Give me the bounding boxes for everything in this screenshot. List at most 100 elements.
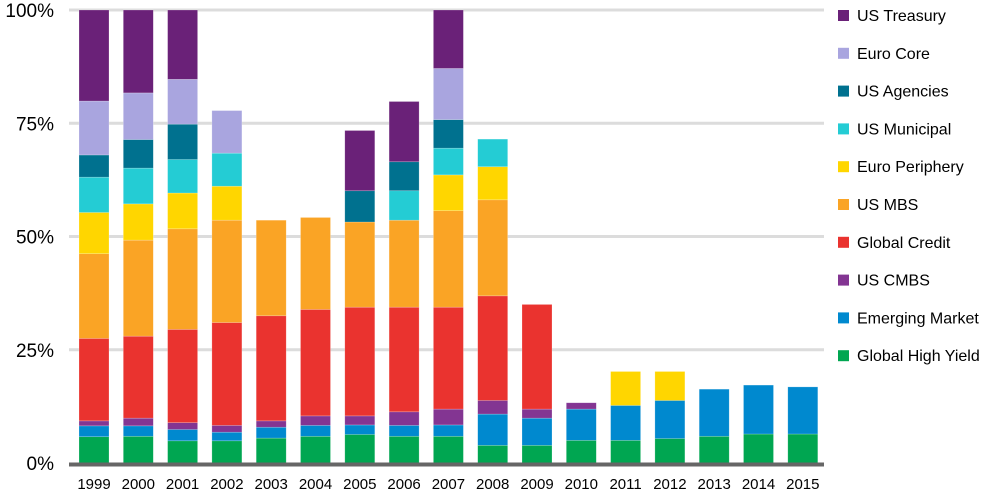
- bar-segment-emerging-market: [167, 429, 198, 442]
- legend-swatch: [838, 123, 849, 135]
- bar-segment-euro-periphery: [211, 185, 243, 221]
- x-tick-label: 2001: [166, 476, 199, 493]
- bar-segment-emerging-market: [698, 388, 730, 437]
- legend-label: Global Credit: [857, 235, 951, 252]
- bar-segment-emerging-market: [477, 413, 509, 446]
- legend-item: Global High Yield: [838, 348, 980, 365]
- bar-segment-global-high-yield: [300, 435, 331, 464]
- bar-segment-us-municipal: [78, 176, 110, 213]
- bar-segment-global-high-yield: [610, 440, 641, 464]
- bar-segment-emerging-market: [300, 425, 331, 437]
- bar-segment-us-mbs: [123, 239, 154, 337]
- y-tick-label: 50%: [16, 228, 54, 249]
- bar-segment-global-high-yield: [787, 433, 819, 464]
- y-tick-label: 100%: [5, 1, 54, 22]
- x-tick-label: 2000: [122, 476, 155, 493]
- bar-segment-emerging-market: [743, 384, 774, 435]
- bar-segment-euro-periphery: [78, 212, 110, 255]
- bar-segment-us-treasury: [123, 9, 154, 94]
- bar-segment-euro-periphery: [123, 203, 154, 241]
- bar-segment-us-municipal: [167, 159, 198, 194]
- bar-segment-us-municipal: [433, 147, 464, 176]
- bar-segment-us-municipal: [477, 138, 509, 168]
- bar-segment-emerging-market: [433, 424, 464, 437]
- x-tick-label: 2005: [343, 476, 376, 493]
- bar-segment-global-credit: [388, 306, 420, 413]
- bar-segment-us-treasury: [433, 9, 464, 69]
- bar-segment-us-agencies: [388, 161, 420, 192]
- bar-segment-global-high-yield: [433, 435, 464, 464]
- legend-swatch: [838, 350, 849, 362]
- legend-item: US Municipal: [838, 121, 951, 138]
- bar-segment-global-credit: [123, 335, 154, 419]
- bar-segment-us-cmbs: [388, 411, 420, 426]
- legend-label: Global High Yield: [857, 348, 980, 365]
- bar-segment-global-high-yield: [388, 435, 420, 464]
- bar-segment-us-mbs: [477, 199, 509, 297]
- legend-label: Euro Periphery: [857, 159, 964, 176]
- x-tick-label: 2004: [299, 476, 332, 493]
- bar-segment-us-municipal: [123, 167, 154, 205]
- bars: [78, 9, 819, 464]
- x-tick-label: 2015: [786, 476, 819, 493]
- x-tick-label: 2014: [742, 476, 775, 493]
- bar-segment-us-cmbs: [300, 415, 331, 426]
- y-tick-label: 75%: [16, 114, 54, 135]
- bar-segment-us-agencies: [167, 123, 198, 160]
- legend-item: Global Credit: [838, 235, 951, 252]
- x-tick-label: 2007: [432, 476, 465, 493]
- bar-segment-euro-core: [123, 92, 154, 140]
- bar-segment-euro-core: [167, 79, 198, 125]
- bar-segment-us-cmbs: [477, 400, 509, 415]
- legend-label: US Agencies: [857, 84, 949, 101]
- bar-segment-us-mbs: [388, 219, 420, 308]
- bar-segment-emerging-market: [787, 386, 819, 435]
- bar-segment-emerging-market: [255, 426, 287, 439]
- bar-segment-global-high-yield: [654, 438, 686, 464]
- legend-label: Euro Core: [857, 46, 930, 63]
- bar-segment-global-high-yield: [698, 435, 730, 464]
- bar-segment-global-credit: [78, 338, 110, 422]
- bar-segment-global-credit: [433, 306, 464, 410]
- bar-segment-euro-core: [78, 100, 110, 156]
- legend-swatch: [838, 10, 849, 21]
- bar-segment-global-credit: [477, 295, 509, 401]
- bar-segment-us-cmbs: [433, 408, 464, 426]
- bar-segment-global-high-yield: [255, 437, 287, 464]
- legend-item: US CMBS: [838, 273, 930, 290]
- legend-item: US Agencies: [838, 84, 949, 101]
- x-tick-label: 2013: [698, 476, 731, 493]
- bar-segment-emerging-market: [521, 417, 553, 446]
- bar-segment-us-agencies: [123, 139, 154, 169]
- x-tick-label: 1999: [77, 476, 110, 493]
- x-tick-label: 2008: [476, 476, 509, 493]
- bar-segment-global-credit: [255, 315, 287, 422]
- bar-segment-global-high-yield: [743, 433, 774, 464]
- bar-segment-us-cmbs: [565, 402, 597, 410]
- bar-segment-us-cmbs: [211, 425, 243, 433]
- legend-item: Euro Periphery: [838, 159, 964, 176]
- bar-segment-global-high-yield: [477, 445, 509, 464]
- y-tick-label: 25%: [16, 341, 54, 362]
- bar-segment-us-mbs: [211, 219, 243, 323]
- bar-segment-us-cmbs: [167, 422, 198, 430]
- x-tick-label: 2002: [210, 476, 243, 493]
- legend-swatch: [838, 274, 849, 286]
- bar-segment-emerging-market: [610, 405, 641, 441]
- x-tick-label: 2003: [255, 476, 288, 493]
- legend-swatch: [838, 312, 849, 324]
- y-axis-ticks: 0% 25% 50% 75% 100%: [5, 1, 54, 475]
- x-tick-label: 2011: [609, 476, 641, 493]
- bar-segment-us-treasury: [344, 130, 376, 192]
- bar-segment-us-cmbs: [78, 420, 110, 427]
- bar-segment-emerging-market: [388, 425, 420, 437]
- bar-segment-us-agencies: [78, 154, 110, 178]
- x-axis-ticks: 1999 2000 2001 2002 2003 2004 2005 2006 2007 2008…: [77, 476, 819, 493]
- bar-segment-global-high-yield: [344, 434, 376, 464]
- bar-segment-us-agencies: [344, 190, 376, 223]
- bar-segment-global-credit: [211, 322, 243, 426]
- bar-segment-global-high-yield: [565, 440, 597, 464]
- legend-swatch: [838, 85, 849, 97]
- bar-segment-us-municipal: [211, 152, 243, 187]
